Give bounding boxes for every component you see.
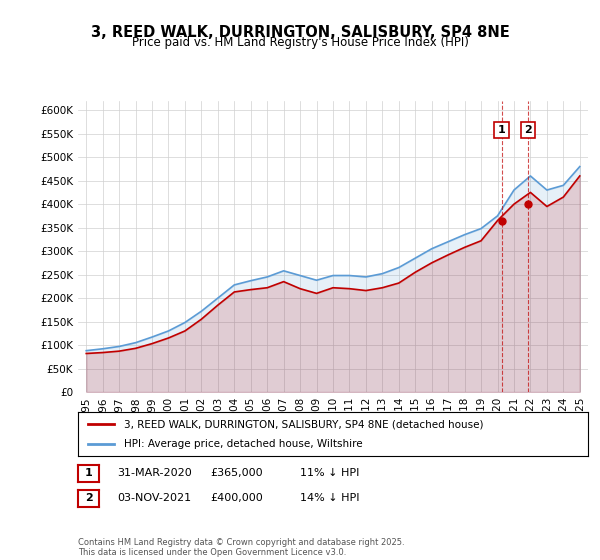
Text: 1: 1 [498, 125, 506, 135]
Text: 03-NOV-2021: 03-NOV-2021 [117, 493, 191, 503]
Text: 14% ↓ HPI: 14% ↓ HPI [300, 493, 359, 503]
Text: £400,000: £400,000 [210, 493, 263, 503]
Text: Contains HM Land Registry data © Crown copyright and database right 2025.
This d: Contains HM Land Registry data © Crown c… [78, 538, 404, 557]
Text: 3, REED WALK, DURRINGTON, SALISBURY, SP4 8NE (detached house): 3, REED WALK, DURRINGTON, SALISBURY, SP4… [124, 419, 484, 429]
Text: £365,000: £365,000 [210, 468, 263, 478]
Text: Price paid vs. HM Land Registry's House Price Index (HPI): Price paid vs. HM Land Registry's House … [131, 36, 469, 49]
Text: 11% ↓ HPI: 11% ↓ HPI [300, 468, 359, 478]
Text: HPI: Average price, detached house, Wiltshire: HPI: Average price, detached house, Wilt… [124, 439, 362, 449]
Text: 2: 2 [524, 125, 532, 135]
Text: 1: 1 [85, 468, 92, 478]
Text: 31-MAR-2020: 31-MAR-2020 [117, 468, 192, 478]
Text: 3, REED WALK, DURRINGTON, SALISBURY, SP4 8NE: 3, REED WALK, DURRINGTON, SALISBURY, SP4… [91, 25, 509, 40]
Text: 2: 2 [85, 493, 92, 503]
